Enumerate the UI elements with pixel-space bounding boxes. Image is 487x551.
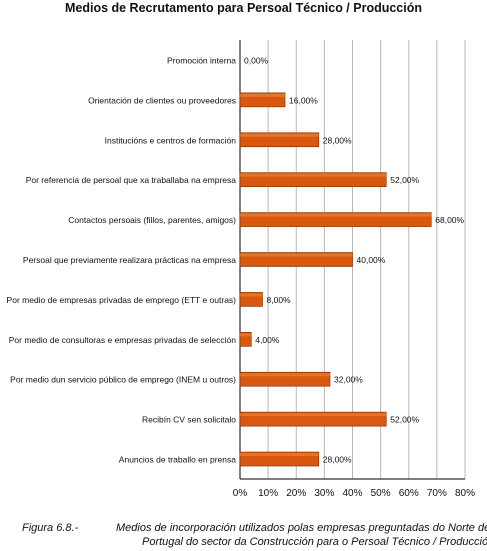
value-label: 8,00% bbox=[267, 295, 292, 305]
value-label: 68,00% bbox=[435, 215, 464, 225]
x-tick-label: 70% bbox=[427, 488, 447, 499]
bar-highlight bbox=[240, 293, 263, 297]
category-label: Anuncios de traballo en prensa bbox=[119, 455, 236, 465]
caption-label: Figura 6.8.- bbox=[22, 522, 79, 534]
x-tick-label: 20% bbox=[286, 488, 306, 499]
x-tick-label: 0% bbox=[233, 488, 248, 499]
x-tick-label: 80% bbox=[455, 488, 475, 499]
x-tick-label: 40% bbox=[342, 488, 362, 499]
value-label: 52,00% bbox=[390, 415, 419, 425]
bar-highlight bbox=[240, 373, 330, 377]
value-label: 28,00% bbox=[323, 455, 352, 465]
bar-highlight bbox=[240, 253, 353, 257]
chart-title: Medios de Recrutamento para Persoal Técn… bbox=[64, 1, 423, 15]
bar-highlight bbox=[240, 133, 319, 137]
value-label: 40,00% bbox=[357, 255, 386, 265]
bar-highlight bbox=[240, 453, 319, 457]
category-label: Orientación de clientes ou proveedores bbox=[88, 95, 236, 105]
value-label: 0,00% bbox=[244, 55, 269, 65]
category-label: Recibín CV sen solicitalo bbox=[142, 415, 236, 425]
category-label: Contactos persoais (fillos, parentes, am… bbox=[68, 215, 236, 225]
category-label: Por medio de empresas privadas de empreg… bbox=[7, 295, 237, 305]
x-tick-label: 50% bbox=[371, 488, 391, 499]
bar bbox=[239, 332, 252, 347]
bar-highlight bbox=[240, 413, 387, 417]
category-label: Por medio de consultoras e empresas priv… bbox=[9, 335, 237, 345]
x-tick-label: 60% bbox=[399, 488, 419, 499]
value-label: 16,00% bbox=[289, 95, 318, 105]
category-label: Por medio dun servicio público de empreg… bbox=[10, 375, 236, 385]
value-label: 52,00% bbox=[390, 175, 419, 185]
category-label: Por referencia de persoal que xa traball… bbox=[26, 175, 237, 185]
bar-highlight bbox=[240, 173, 387, 177]
category-label: Institucións e centros de formación bbox=[105, 135, 237, 145]
bar-highlight bbox=[240, 213, 432, 217]
category-label: Promoción interna bbox=[167, 55, 236, 65]
bar-highlight bbox=[240, 93, 285, 97]
value-label: 4,00% bbox=[255, 335, 280, 345]
x-tick-label: 30% bbox=[314, 488, 334, 499]
x-tick-label: 10% bbox=[258, 488, 278, 499]
value-label: 28,00% bbox=[323, 135, 352, 145]
category-label: Persoal que previamente realizara prácti… bbox=[23, 255, 236, 265]
value-label: 32,00% bbox=[334, 375, 363, 385]
bar-highlight bbox=[240, 333, 252, 337]
caption-text-line-2: Portugal do sector da Construcción para … bbox=[142, 536, 487, 548]
caption-text-line-1: Medios de incorporación utilizados polas… bbox=[116, 522, 487, 534]
